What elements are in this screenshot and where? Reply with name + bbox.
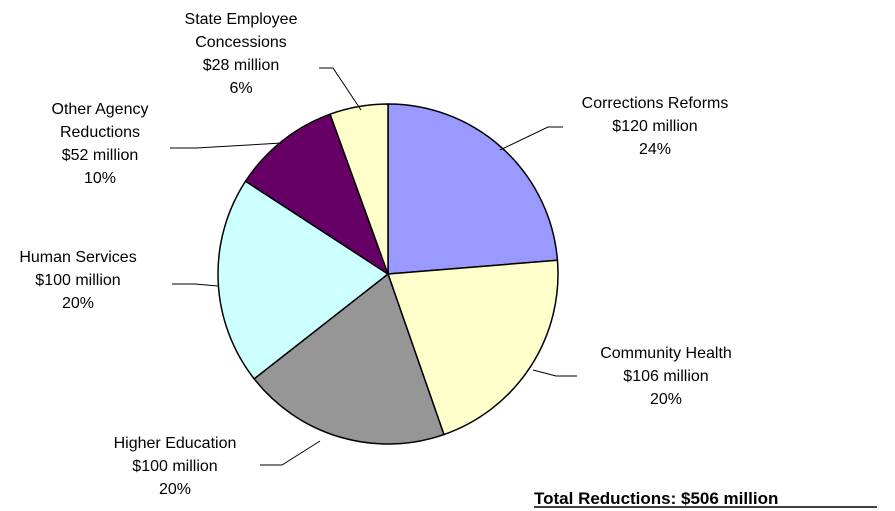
slice-label-line: 10% xyxy=(84,170,116,187)
slice-label-line: $120 million xyxy=(612,118,697,135)
slice-label-line: 20% xyxy=(650,391,682,408)
slice-label-line: $52 million xyxy=(62,147,138,164)
leader-line-5 xyxy=(170,142,283,149)
slice-label-2: Community Health $106 million 20% xyxy=(600,345,732,408)
slice-label-1: Corrections Reforms $120 million 24% xyxy=(582,95,729,158)
slice-label-line: $100 million xyxy=(35,272,120,289)
leader-line-6 xyxy=(319,67,362,111)
slice-label-3: Higher Education $100 million 20% xyxy=(114,435,237,498)
slice-label-line: 24% xyxy=(639,141,671,158)
pie-slice-3 xyxy=(253,272,445,445)
leader-line-2 xyxy=(532,369,577,377)
slice-label-6: State Employee Concessions $28 million 6% xyxy=(185,11,298,97)
slice-label-line: Human Services xyxy=(19,249,136,266)
slice-label-line: Reductions xyxy=(60,124,140,141)
slice-label-4: Human Services $100 million 20% xyxy=(19,249,136,312)
leader-line-3 xyxy=(260,440,321,466)
slice-label-line: 20% xyxy=(159,481,191,498)
leader-line-4 xyxy=(172,283,219,287)
pie-slice-5 xyxy=(244,113,390,276)
slice-label-line: Other Agency xyxy=(52,101,149,118)
pie-slice-4 xyxy=(217,180,390,380)
total-reductions-label: Total Reductions: $506 million xyxy=(534,489,778,508)
slice-label-line: Community Health xyxy=(600,345,732,362)
slice-label-line: Concessions xyxy=(195,34,287,51)
slice-labels: Corrections Reforms $120 million 24% Commun… xyxy=(19,11,731,498)
pie-slice-1 xyxy=(387,103,559,275)
slice-label-line: Corrections Reforms xyxy=(582,95,729,112)
slice-label-line: 6% xyxy=(229,80,252,97)
slice-label-line: $106 million xyxy=(623,368,708,385)
leader-lines xyxy=(170,67,577,466)
slice-label-5: Other Agency Reductions $52 million 10% xyxy=(52,101,149,187)
slice-label-line: Higher Education xyxy=(114,435,237,452)
slice-label-line: 20% xyxy=(62,295,94,312)
pie-slices xyxy=(217,103,559,445)
leader-line-1 xyxy=(499,126,563,151)
slice-label-line: $28 million xyxy=(203,57,279,74)
slice-label-line: $100 million xyxy=(132,458,217,475)
slice-label-line: State Employee xyxy=(185,11,298,28)
pie-slice-2 xyxy=(386,259,559,436)
